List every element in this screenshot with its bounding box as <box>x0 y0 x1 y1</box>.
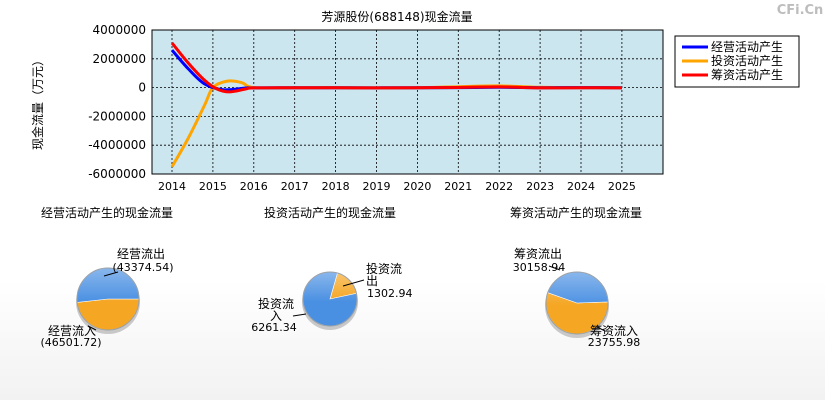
pie-chart-financing: 筹资活动产生的现金流量 筹资流出 30158.94 筹资流入 23755.98 <box>510 205 642 349</box>
plot-area <box>151 29 664 175</box>
x-tick-label: 2015 <box>199 180 227 193</box>
x-tick-label: 2019 <box>363 180 391 193</box>
pie-investing-slices <box>302 271 358 330</box>
y-tick-label: -6000000 <box>88 167 146 181</box>
line-chart: 芳源股份(688148)现金流量 4000000 2000000 0 -2000000… <box>30 9 800 193</box>
x-tick-label: 2017 <box>281 180 309 193</box>
pie-title-financing: 筹资活动产生的现金流量 <box>510 205 642 220</box>
x-tick-label: 2025 <box>608 180 636 193</box>
x-tick-label: 2021 <box>444 180 472 193</box>
legend-label-investing: 投资活动产生 <box>711 53 783 68</box>
pie-title-investing: 投资活动产生的现金流量 <box>264 205 396 220</box>
x-tick-label: 2023 <box>526 180 554 193</box>
y-tick-label: -2000000 <box>88 109 146 123</box>
pie-leader-inflow <box>292 313 307 317</box>
pie-chart-operating: 经营活动产生的现金流量 经营流出 (43374.54) 经营流入 (46501.… <box>40 205 173 349</box>
pie-rim <box>76 267 140 331</box>
pie-value-operating-inflow: (46501.72) <box>40 336 101 349</box>
pie-label-operating-outflow: 经营流出 <box>117 247 165 261</box>
y-tick-label: 0 <box>138 81 146 95</box>
x-tick-label: 2020 <box>403 180 431 193</box>
y-tick-label: -4000000 <box>88 138 146 152</box>
pie-leader-inflow <box>87 325 97 331</box>
x-tick-label: 2016 <box>240 180 268 193</box>
pie-leader-outflow <box>103 271 119 277</box>
pie-value-financing-outflow: 30158.94 <box>513 261 566 274</box>
pie-leader-outflow <box>548 265 561 271</box>
pie-leader-outflow <box>342 279 365 287</box>
x-tick-labels: 2014 2015 2016 2017 2018 2019 2020 2021 2022 2023… <box>158 180 636 193</box>
pie-value-investing-outflow: 1302.94 <box>367 287 413 300</box>
pie-value-financing-inflow: 23755.98 <box>588 336 641 349</box>
y-tick-label: 4000000 <box>93 23 146 37</box>
legend-label-financing: 筹资活动产生 <box>711 68 783 82</box>
pie-label-investing-inflow-1: 投资流 <box>258 296 294 311</box>
pie-label-financing-inflow: 筹资流入 <box>590 324 638 338</box>
legend-label-operating: 经营活动产生 <box>711 40 783 54</box>
x-tick-label: 2024 <box>567 180 595 193</box>
watermark: CFi.Cn <box>777 3 824 18</box>
pie-value-operating-outflow: (43374.54) <box>112 261 173 274</box>
pie-label-investing-outflow-1: 投资流 <box>366 261 402 276</box>
series-lines <box>170 42 622 168</box>
pie-operating-slices <box>76 267 140 334</box>
pie-chart-investing: 投资活动产生的现金流量 投资流 出 1302.94 投资流 入 6261.34 <box>251 205 412 334</box>
pie-financing-slices <box>545 271 609 338</box>
pie-leader-inflow <box>596 326 606 332</box>
pie-value-investing-inflow: 6261.34 <box>251 321 297 334</box>
y-tick-labels: 4000000 2000000 0 -2000000 -4000000 -6000000 <box>88 23 146 181</box>
series-line-2 <box>170 42 622 94</box>
y-tick-label: 2000000 <box>93 52 146 66</box>
pie-rim <box>302 271 358 327</box>
x-tick-label: 2014 <box>158 180 186 193</box>
y-axis-label: 现金流量（万元） <box>30 54 45 150</box>
chart-title: 芳源股份(688148)现金流量 <box>321 9 472 24</box>
pie-label-investing-outflow-2: 出 <box>366 274 378 288</box>
pie-rim <box>545 271 609 335</box>
x-tick-label: 2022 <box>485 180 513 193</box>
pie-title-operating: 经营活动产生的现金流量 <box>41 205 173 220</box>
pie-label-investing-inflow-2: 入 <box>270 309 282 323</box>
legend: 经营活动产生 投资活动产生 筹资活动产生 <box>674 35 800 88</box>
x-tick-label: 2018 <box>322 180 350 193</box>
pie-label-operating-inflow: 经营流入 <box>48 324 96 338</box>
pie-label-financing-outflow: 筹资流出 <box>514 247 562 261</box>
